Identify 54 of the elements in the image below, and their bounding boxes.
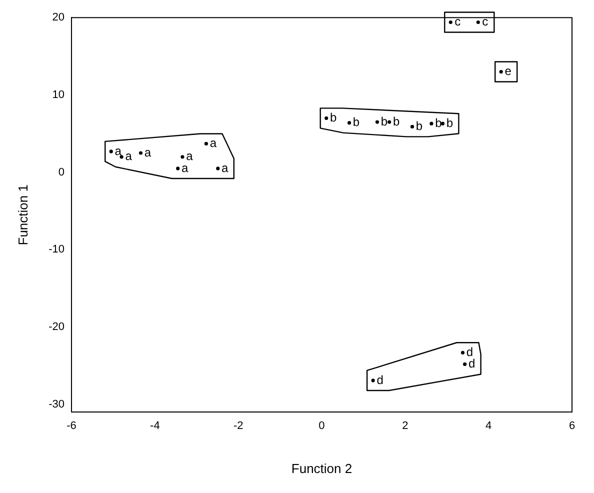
x-axis-title: Function 2 xyxy=(291,460,352,476)
y-tick-label: -20 xyxy=(48,321,64,334)
x-tick-label: 4 xyxy=(486,420,492,432)
point xyxy=(476,20,480,24)
text: a xyxy=(186,149,193,164)
series-label: e xyxy=(504,64,512,78)
point xyxy=(204,142,208,146)
text: b xyxy=(435,116,442,130)
text: b xyxy=(330,110,337,124)
point xyxy=(109,150,113,154)
y-tick-label: 10 xyxy=(52,89,64,102)
point xyxy=(460,350,465,354)
x-tick-label: 2 xyxy=(402,420,408,432)
text: b xyxy=(446,116,454,130)
text: b xyxy=(416,119,423,134)
text: d xyxy=(468,356,476,371)
point xyxy=(430,122,434,126)
x-tick-label: 0 xyxy=(318,420,325,432)
point xyxy=(180,155,184,159)
point xyxy=(448,20,452,24)
point xyxy=(138,151,143,155)
series-label: c xyxy=(454,14,461,29)
x-tick-label: -2 xyxy=(233,420,244,432)
text: a xyxy=(144,145,152,160)
text: a xyxy=(125,149,132,164)
text: a xyxy=(210,136,217,150)
point xyxy=(463,362,467,366)
point xyxy=(375,120,380,124)
x-tick-label: -6 xyxy=(66,420,76,432)
x-tick-label: -4 xyxy=(150,420,160,432)
series-label: d xyxy=(376,372,384,387)
text: b xyxy=(352,115,360,130)
point xyxy=(176,166,180,170)
text: c xyxy=(482,14,488,29)
y-axis-title: Function 1 xyxy=(15,184,30,246)
point xyxy=(388,120,392,124)
y-tick-label: 0 xyxy=(58,166,64,178)
y-tick-label: 20 xyxy=(52,12,64,24)
text: b xyxy=(392,114,400,128)
y-tick-label: -30 xyxy=(48,398,64,410)
series-label: b xyxy=(380,114,388,128)
series-label: a xyxy=(114,144,122,158)
y-tick-label: -10 xyxy=(48,244,64,256)
x-tick-label: 6 xyxy=(568,420,576,432)
text: d xyxy=(466,344,474,359)
point xyxy=(216,166,220,170)
point xyxy=(410,124,414,128)
point xyxy=(347,121,352,125)
point xyxy=(324,116,328,120)
point xyxy=(499,70,503,74)
text: a xyxy=(222,160,228,175)
point xyxy=(371,378,375,382)
point xyxy=(120,155,124,159)
text: a xyxy=(182,160,188,175)
